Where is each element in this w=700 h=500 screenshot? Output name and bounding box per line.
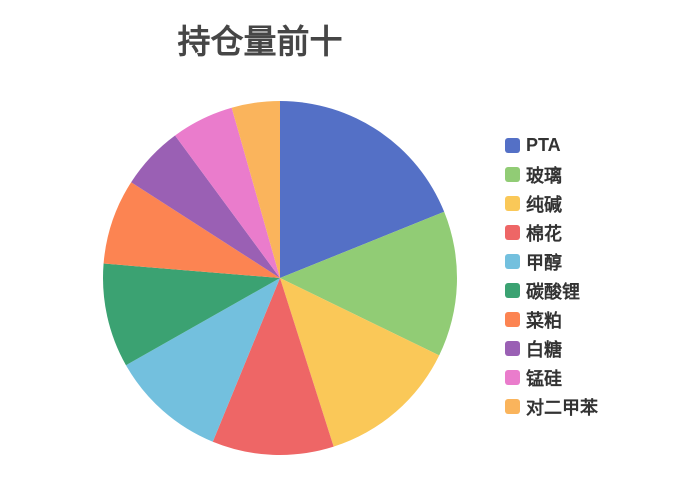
legend-item-甲醇[interactable]: 甲醇	[505, 247, 598, 276]
legend-item-PTA[interactable]: PTA	[505, 131, 598, 160]
legend-label: 玻璃	[526, 165, 562, 186]
legend-item-菜粕[interactable]: 菜粕	[505, 305, 598, 334]
pie-slice-棉花[interactable]	[212, 278, 334, 456]
pie-slice-菜粕[interactable]	[103, 182, 280, 278]
pie-slice-玻璃[interactable]	[280, 211, 457, 356]
legend-item-纯碱[interactable]: 纯碱	[505, 189, 598, 218]
pie-slice-纯碱[interactable]	[280, 278, 440, 447]
pie-slice-对二甲苯[interactable]	[231, 101, 280, 278]
legend-label: 菜粕	[526, 310, 562, 331]
legend-item-碳酸锂[interactable]: 碳酸锂	[505, 276, 598, 305]
pie-slice-PTA[interactable]	[280, 101, 445, 278]
pie-slice-碳酸锂[interactable]	[103, 263, 280, 366]
legend-swatch	[505, 167, 520, 182]
legend-label: 白糖	[526, 339, 562, 360]
legend-label: 对二甲苯	[526, 397, 598, 418]
legend-label: 甲醇	[526, 252, 562, 273]
legend-swatch	[505, 196, 520, 211]
pie-slice-锰硅[interactable]	[175, 107, 280, 278]
legend-swatch	[505, 312, 520, 327]
legend-swatch	[505, 225, 520, 240]
legend-item-白糖[interactable]: 白糖	[505, 334, 598, 363]
legend: PTA 玻璃纯碱棉花甲醇碳酸锂菜粕白糖锰硅对二甲苯	[505, 131, 598, 421]
legend-label: 碳酸锂	[526, 281, 580, 302]
pie-slice-白糖[interactable]	[131, 135, 280, 278]
legend-item-棉花[interactable]: 棉花	[505, 218, 598, 247]
legend-swatch	[505, 370, 520, 385]
pie-slice-甲醇[interactable]	[125, 278, 280, 442]
legend-swatch	[505, 341, 520, 356]
legend-swatch	[505, 138, 520, 153]
legend-swatch	[505, 254, 520, 269]
legend-label: 锰硅	[526, 368, 562, 389]
legend-item-对二甲苯[interactable]: 对二甲苯	[505, 392, 598, 421]
legend-swatch	[505, 283, 520, 298]
legend-item-锰硅[interactable]: 锰硅	[505, 363, 598, 392]
legend-label: 纯碱	[526, 194, 562, 215]
legend-label: 棉花	[526, 223, 562, 244]
legend-swatch	[505, 399, 520, 414]
legend-item-玻璃[interactable]: 玻璃	[505, 160, 598, 189]
legend-label: PTA	[526, 135, 561, 155]
